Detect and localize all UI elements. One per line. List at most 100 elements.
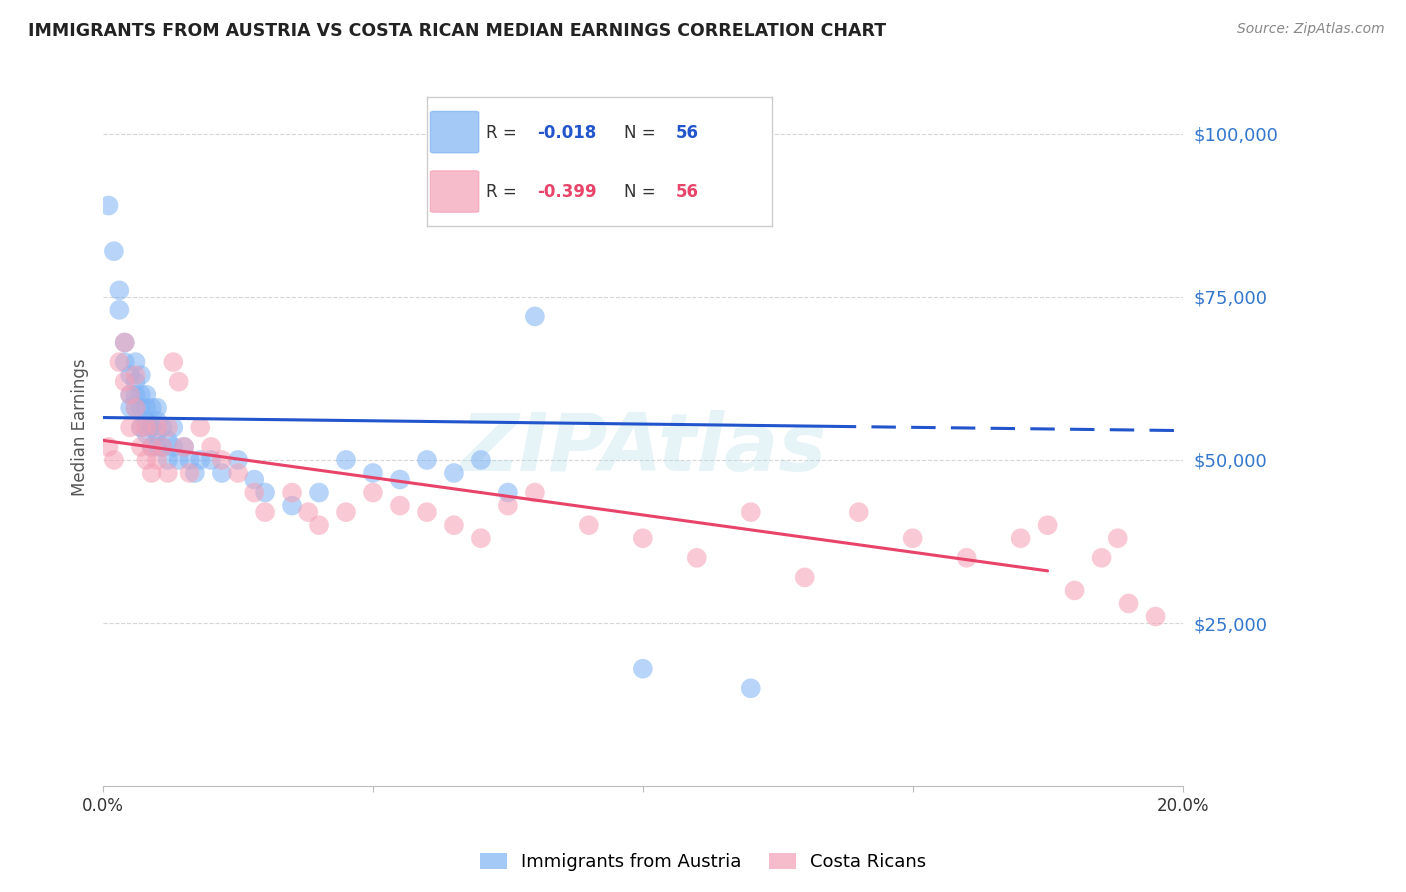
Point xyxy=(308,518,330,533)
Point xyxy=(740,681,762,696)
Point xyxy=(135,420,157,434)
Point xyxy=(156,453,179,467)
Point xyxy=(243,473,266,487)
Point xyxy=(1036,518,1059,533)
Point xyxy=(108,355,131,369)
Point xyxy=(188,420,211,434)
Point xyxy=(114,375,136,389)
Point xyxy=(141,466,163,480)
Point xyxy=(254,485,277,500)
Y-axis label: Median Earnings: Median Earnings xyxy=(72,359,89,496)
Point xyxy=(146,426,169,441)
Point xyxy=(135,453,157,467)
Point xyxy=(135,426,157,441)
Point xyxy=(129,401,152,415)
Point xyxy=(97,440,120,454)
Point xyxy=(1118,597,1140,611)
Point xyxy=(388,473,411,487)
Point xyxy=(443,466,465,480)
Point xyxy=(152,440,174,454)
Point xyxy=(152,420,174,434)
Point xyxy=(173,440,195,454)
Point xyxy=(297,505,319,519)
Point xyxy=(211,466,233,480)
Point xyxy=(146,414,169,428)
Text: ZIPAtlas: ZIPAtlas xyxy=(460,409,825,488)
Point xyxy=(141,440,163,454)
Point xyxy=(156,434,179,448)
Point xyxy=(523,310,546,324)
Point xyxy=(1010,531,1032,545)
Point xyxy=(179,466,201,480)
Point xyxy=(120,420,142,434)
Point xyxy=(141,420,163,434)
Text: Source: ZipAtlas.com: Source: ZipAtlas.com xyxy=(1237,22,1385,37)
Point xyxy=(416,453,439,467)
Point xyxy=(120,368,142,383)
Point xyxy=(103,244,125,259)
Point xyxy=(1144,609,1167,624)
Point xyxy=(496,485,519,500)
Point xyxy=(416,505,439,519)
Point xyxy=(631,531,654,545)
Point xyxy=(184,466,207,480)
Point xyxy=(129,420,152,434)
Point xyxy=(1107,531,1129,545)
Point xyxy=(179,453,201,467)
Point xyxy=(901,531,924,545)
Point xyxy=(114,335,136,350)
Point xyxy=(124,388,146,402)
Point xyxy=(156,420,179,434)
Point xyxy=(388,499,411,513)
Point xyxy=(108,302,131,317)
Legend: Immigrants from Austria, Costa Ricans: Immigrants from Austria, Costa Ricans xyxy=(472,846,934,879)
Point xyxy=(308,485,330,500)
Point xyxy=(470,453,492,467)
Point xyxy=(146,440,169,454)
Point xyxy=(200,440,222,454)
Point xyxy=(1063,583,1085,598)
Point xyxy=(281,485,304,500)
Point xyxy=(146,401,169,415)
Point xyxy=(135,414,157,428)
Point xyxy=(124,401,146,415)
Point xyxy=(226,453,249,467)
Point xyxy=(740,505,762,519)
Point xyxy=(361,466,384,480)
Point xyxy=(120,388,142,402)
Point xyxy=(97,198,120,212)
Point xyxy=(173,440,195,454)
Point xyxy=(162,355,184,369)
Point xyxy=(254,505,277,519)
Point xyxy=(361,485,384,500)
Point xyxy=(129,368,152,383)
Point xyxy=(578,518,600,533)
Point xyxy=(243,485,266,500)
Point xyxy=(141,440,163,454)
Point xyxy=(146,453,169,467)
Point xyxy=(281,499,304,513)
Point xyxy=(793,570,815,584)
Point xyxy=(120,388,142,402)
Point xyxy=(523,485,546,500)
Point xyxy=(1090,550,1112,565)
Point xyxy=(211,453,233,467)
Point xyxy=(124,375,146,389)
Point xyxy=(443,518,465,533)
Point xyxy=(124,355,146,369)
Point xyxy=(470,531,492,545)
Point xyxy=(156,466,179,480)
Point xyxy=(686,550,709,565)
Point xyxy=(129,440,152,454)
Point xyxy=(956,550,979,565)
Point xyxy=(335,453,357,467)
Point xyxy=(129,420,152,434)
Point xyxy=(167,453,190,467)
Point xyxy=(152,440,174,454)
Point xyxy=(162,420,184,434)
Point xyxy=(135,401,157,415)
Point xyxy=(129,388,152,402)
Point xyxy=(141,401,163,415)
Text: IMMIGRANTS FROM AUSTRIA VS COSTA RICAN MEDIAN EARNINGS CORRELATION CHART: IMMIGRANTS FROM AUSTRIA VS COSTA RICAN M… xyxy=(28,22,886,40)
Point xyxy=(146,420,169,434)
